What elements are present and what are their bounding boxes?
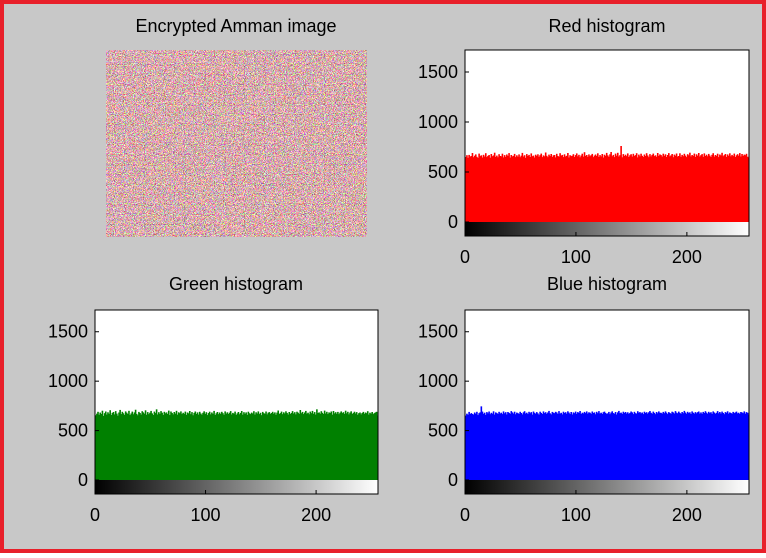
y-tick-label: 1500 — [418, 62, 458, 82]
figure-window: Encrypted Amman image Red histogram 0 500 1… — [0, 0, 766, 553]
page: {"image_panel": {"title": "Encrypted Amm… — [0, 0, 766, 553]
x-tick-label: 0 — [460, 505, 470, 525]
x-tick-label: 0 — [90, 505, 100, 525]
x-tick-label: 200 — [672, 247, 702, 267]
x-tick-label: 100 — [561, 247, 591, 267]
colorbar — [465, 222, 749, 236]
image-title: Encrypted Amman image — [135, 16, 336, 36]
y-tick-label: 1000 — [418, 112, 458, 132]
x-tick-label: 0 — [460, 247, 470, 267]
y-tick-label: 0 — [448, 470, 458, 490]
y-tick-label: 1000 — [48, 371, 88, 391]
x-tick-label: 100 — [561, 505, 591, 525]
chart-title: Red histogram — [548, 16, 665, 36]
encrypted-image — [106, 50, 367, 237]
chart-title: Blue histogram — [547, 274, 667, 294]
x-tick-label: 200 — [301, 505, 331, 525]
x-tick-label: 200 — [672, 505, 702, 525]
y-tick-label: 0 — [78, 470, 88, 490]
y-tick-label: 0 — [448, 212, 458, 232]
y-tick-label: 500 — [428, 420, 458, 440]
x-tick-label: 100 — [191, 505, 221, 525]
y-tick-label: 500 — [58, 420, 88, 440]
y-tick-label: 500 — [428, 162, 458, 182]
colorbar — [95, 480, 378, 494]
chart-title: Green histogram — [169, 274, 303, 294]
y-tick-label: 1500 — [48, 321, 88, 341]
y-tick-label: 1000 — [418, 371, 458, 391]
y-tick-label: 1500 — [418, 321, 458, 341]
colorbar — [465, 480, 749, 494]
